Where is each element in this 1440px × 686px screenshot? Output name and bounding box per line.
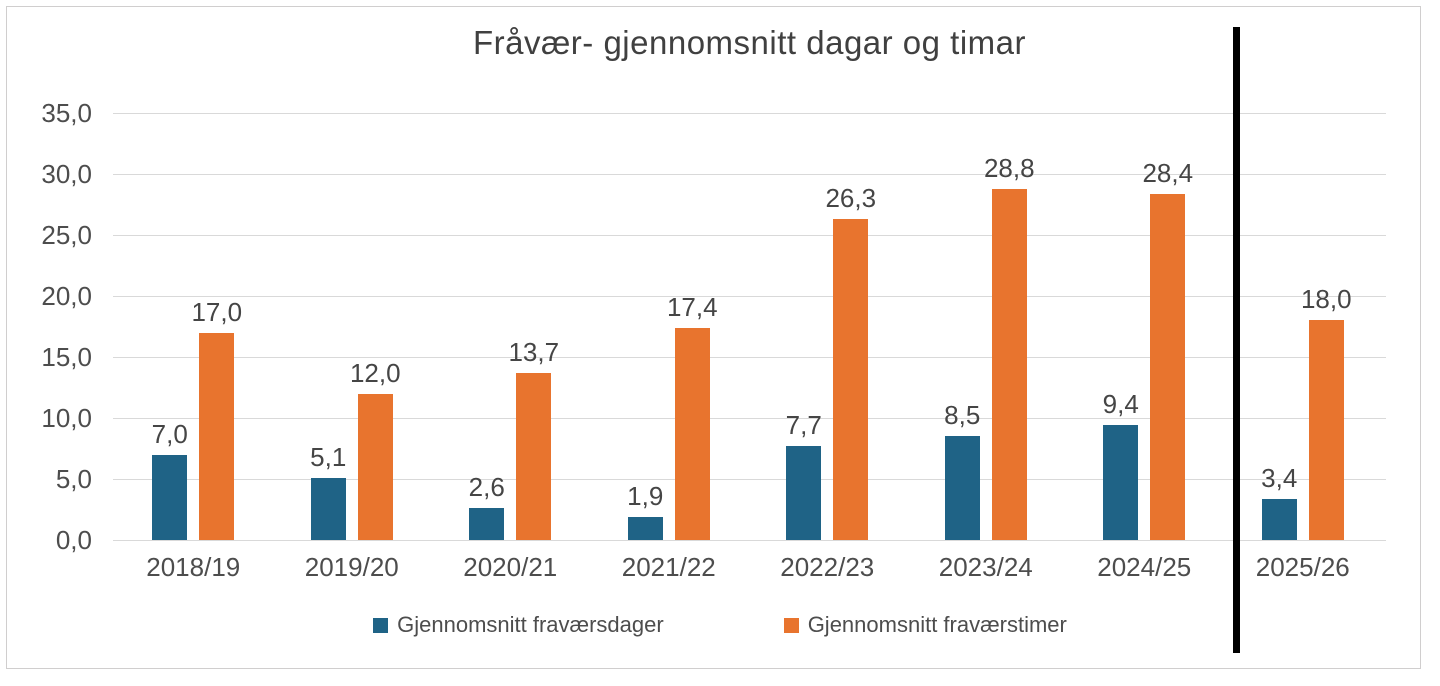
bar-value-label: 8,5 [944, 400, 981, 431]
y-axis-tick-label: 15,0 [41, 342, 92, 372]
bar-fraverstimer [357, 393, 393, 540]
bar-fraverstimer [1308, 320, 1344, 540]
bar-value-label: 28,8 [983, 152, 1035, 183]
y-axis-tick-label: 30,0 [41, 159, 92, 189]
bar-fraverstimer [833, 219, 869, 540]
bar-value-label: 7,0 [151, 418, 188, 449]
x-axis-category-label: 2019/20 [304, 552, 399, 582]
bar-fraversdager [469, 508, 505, 540]
bar-value-label: 2,6 [468, 472, 505, 503]
legend-label-fraverstimer: Gjennomsnitt fraværstimer [807, 612, 1067, 637]
legend-swatch-fraversdager-icon [373, 617, 389, 633]
gridline [113, 540, 1386, 541]
x-axis-category-label: 2023/24 [938, 552, 1033, 582]
bar-fraverstimer [1150, 193, 1186, 540]
legend: Gjennomsnitt fraværsdager Gjennomsnitt f… [0, 612, 1440, 638]
y-axis-tick-label: 10,0 [41, 403, 92, 433]
x-axis-category-label: 2024/25 [1097, 552, 1192, 582]
y-axis-tick-label: 0,0 [55, 525, 92, 555]
bar-fraverstimer [991, 188, 1027, 540]
legend-item-fraverstimer: Gjennomsnitt fraværstimer [783, 612, 1067, 638]
x-axis-category-label: 2022/23 [780, 552, 875, 582]
bar-value-label: 18,0 [1300, 284, 1352, 315]
gridline [113, 113, 1386, 114]
bar-fraversdager [627, 516, 663, 540]
bar-fraversdager [786, 446, 822, 540]
gridline [113, 235, 1386, 236]
gridline [113, 418, 1386, 419]
bar-fraversdager [152, 454, 188, 540]
bar-value-label: 12,0 [349, 357, 401, 388]
legend-item-fraversdager: Gjennomsnitt fraværsdager [373, 612, 664, 638]
bar-value-label: 13,7 [508, 336, 560, 367]
legend-swatch-fraverstimer-icon [783, 617, 799, 633]
bar-value-label: 5,1 [310, 441, 347, 472]
gridline [113, 357, 1386, 358]
bar-value-label: 17,0 [191, 296, 243, 327]
x-axis-category-label: 2025/26 [1255, 552, 1350, 582]
x-axis-category-label: 2021/22 [621, 552, 716, 582]
chart-title: Fråvær- gjennomsnitt dagar og timar [472, 24, 1027, 61]
bar-fraversdager [1261, 498, 1297, 540]
legend-label-fraversdager: Gjennomsnitt fraværsdager [397, 612, 664, 637]
bar-fraversdager [310, 477, 346, 540]
bar-value-label: 7,7 [785, 410, 822, 441]
gridline [113, 479, 1386, 480]
x-axis-category-label: 2018/19 [146, 552, 241, 582]
forecast-divider-line [1233, 27, 1240, 653]
bar-fraverstimer [674, 327, 710, 540]
bar-value-label: 9,4 [1102, 389, 1139, 420]
bar-value-label: 3,4 [1261, 462, 1298, 493]
y-axis-tick-label: 25,0 [41, 220, 92, 250]
y-axis-tick-label: 20,0 [41, 281, 92, 311]
bar-value-label: 28,4 [1142, 157, 1194, 188]
y-axis-tick-label: 35,0 [41, 98, 92, 128]
gridline [113, 296, 1386, 297]
gridline [113, 174, 1386, 175]
bar-fraversdager [944, 436, 980, 540]
x-axis-category-label: 2020/21 [463, 552, 558, 582]
y-axis-tick-label: 5,0 [55, 464, 92, 494]
bar-fraverstimer [199, 332, 235, 540]
bar-value-label: 17,4 [666, 291, 718, 322]
bar-value-label: 26,3 [825, 183, 877, 214]
bar-fraverstimer [516, 372, 552, 540]
bar-value-label: 1,9 [627, 480, 664, 511]
bar-fraversdager [1103, 425, 1139, 540]
